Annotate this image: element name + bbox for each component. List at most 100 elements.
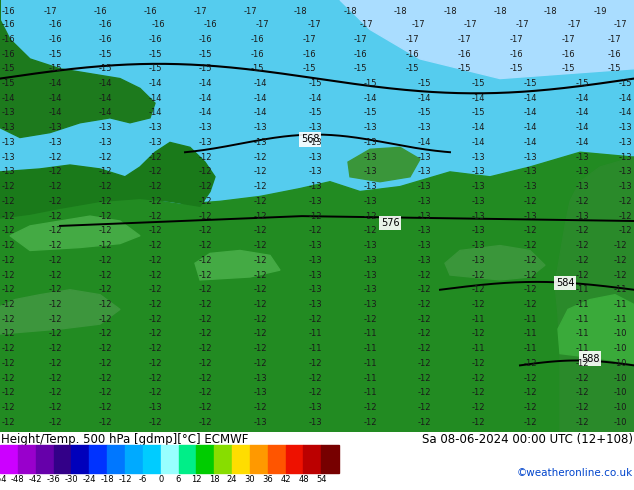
Text: -13: -13 bbox=[308, 285, 322, 294]
Text: -12: -12 bbox=[148, 270, 162, 279]
Bar bbox=[125, 445, 143, 473]
Text: -13: -13 bbox=[253, 138, 267, 147]
Text: -11: -11 bbox=[613, 315, 627, 324]
Text: -11: -11 bbox=[523, 344, 537, 353]
Text: -12: -12 bbox=[253, 315, 267, 324]
Text: -11: -11 bbox=[363, 344, 377, 353]
Text: -13: -13 bbox=[471, 168, 485, 176]
Text: -13: -13 bbox=[618, 138, 632, 147]
Bar bbox=[286, 445, 304, 473]
Text: -12: -12 bbox=[98, 315, 112, 324]
Text: -15: -15 bbox=[198, 49, 212, 58]
Text: -12: -12 bbox=[471, 329, 485, 339]
Text: -13: -13 bbox=[575, 182, 589, 191]
Text: -15: -15 bbox=[148, 49, 162, 58]
Text: -17: -17 bbox=[193, 7, 207, 16]
Text: -12: -12 bbox=[48, 153, 61, 162]
Text: -12: -12 bbox=[98, 270, 112, 279]
Text: -12: -12 bbox=[48, 329, 61, 339]
Text: -13: -13 bbox=[575, 168, 589, 176]
Text: -12: -12 bbox=[523, 418, 537, 427]
Text: -12: -12 bbox=[575, 389, 589, 397]
Text: -12: -12 bbox=[417, 329, 430, 339]
Text: -12: -12 bbox=[48, 300, 61, 309]
Text: -12: -12 bbox=[198, 359, 212, 368]
Text: -15: -15 bbox=[417, 79, 430, 88]
Text: -17: -17 bbox=[353, 35, 367, 44]
Text: -12: -12 bbox=[98, 182, 112, 191]
Text: -12: -12 bbox=[148, 315, 162, 324]
Text: -13: -13 bbox=[523, 153, 537, 162]
Text: -13: -13 bbox=[417, 123, 431, 132]
Text: -11: -11 bbox=[308, 344, 321, 353]
Text: -13: -13 bbox=[98, 123, 112, 132]
Text: -12: -12 bbox=[417, 374, 430, 383]
Text: -13: -13 bbox=[471, 212, 485, 220]
Text: ©weatheronline.co.uk: ©weatheronline.co.uk bbox=[517, 468, 633, 478]
Text: -12: -12 bbox=[98, 329, 112, 339]
Text: -12: -12 bbox=[198, 197, 212, 206]
Text: -12: -12 bbox=[253, 300, 267, 309]
Text: -13: -13 bbox=[363, 270, 377, 279]
Text: -14: -14 bbox=[48, 108, 61, 118]
Text: -12: -12 bbox=[417, 389, 430, 397]
Text: -12: -12 bbox=[148, 226, 162, 235]
Text: -30: -30 bbox=[65, 475, 78, 484]
Text: Sa 08-06-2024 00:00 UTC (12+108): Sa 08-06-2024 00:00 UTC (12+108) bbox=[422, 433, 633, 446]
Text: -12: -12 bbox=[198, 315, 212, 324]
Text: -13: -13 bbox=[363, 153, 377, 162]
Text: -12: -12 bbox=[98, 241, 112, 250]
Text: -13: -13 bbox=[308, 153, 322, 162]
Text: -12: -12 bbox=[98, 153, 112, 162]
Text: -12: -12 bbox=[523, 241, 537, 250]
Text: -12: -12 bbox=[148, 359, 162, 368]
Text: -12: -12 bbox=[308, 315, 321, 324]
Text: -13: -13 bbox=[1, 123, 15, 132]
Text: -12: -12 bbox=[98, 300, 112, 309]
Text: -14: -14 bbox=[98, 79, 112, 88]
Bar bbox=[72, 445, 89, 473]
Text: -12: -12 bbox=[575, 241, 589, 250]
Text: -12: -12 bbox=[253, 226, 267, 235]
Text: -16: -16 bbox=[405, 49, 419, 58]
Text: -12: -12 bbox=[98, 389, 112, 397]
Text: -18: -18 bbox=[393, 7, 407, 16]
Text: -14: -14 bbox=[523, 108, 537, 118]
Text: -12: -12 bbox=[417, 300, 430, 309]
Text: -12: -12 bbox=[148, 197, 162, 206]
Text: 568: 568 bbox=[301, 134, 320, 145]
Text: -13: -13 bbox=[417, 197, 431, 206]
Text: -18: -18 bbox=[493, 7, 507, 16]
Text: -12: -12 bbox=[198, 418, 212, 427]
Text: -12: -12 bbox=[198, 241, 212, 250]
Text: -13: -13 bbox=[363, 241, 377, 250]
Text: -14: -14 bbox=[253, 108, 267, 118]
Text: -16: -16 bbox=[302, 49, 316, 58]
Text: 576: 576 bbox=[380, 218, 399, 228]
Text: -12: -12 bbox=[613, 241, 627, 250]
Text: -12: -12 bbox=[48, 418, 61, 427]
Text: -16: -16 bbox=[148, 35, 162, 44]
Text: -12: -12 bbox=[48, 182, 61, 191]
Polygon shape bbox=[0, 0, 155, 138]
Text: -13: -13 bbox=[417, 153, 431, 162]
Text: -17: -17 bbox=[411, 20, 425, 29]
Text: -12: -12 bbox=[575, 226, 589, 235]
Text: -13: -13 bbox=[363, 138, 377, 147]
Text: -14: -14 bbox=[618, 108, 631, 118]
Text: -12: -12 bbox=[417, 403, 430, 412]
Text: -12: -12 bbox=[523, 256, 537, 265]
Text: -12: -12 bbox=[417, 270, 430, 279]
Text: -12: -12 bbox=[148, 418, 162, 427]
Text: -12: -12 bbox=[148, 329, 162, 339]
Bar bbox=[0, 445, 18, 473]
Text: -16: -16 bbox=[1, 20, 15, 29]
Text: -12: -12 bbox=[575, 403, 589, 412]
Text: -12: -12 bbox=[523, 270, 537, 279]
Text: -16: -16 bbox=[93, 7, 107, 16]
Text: -13: -13 bbox=[471, 226, 485, 235]
Text: -24: -24 bbox=[82, 475, 96, 484]
Text: -12: -12 bbox=[1, 256, 15, 265]
Text: -15: -15 bbox=[405, 64, 418, 74]
Text: -14: -14 bbox=[523, 138, 537, 147]
